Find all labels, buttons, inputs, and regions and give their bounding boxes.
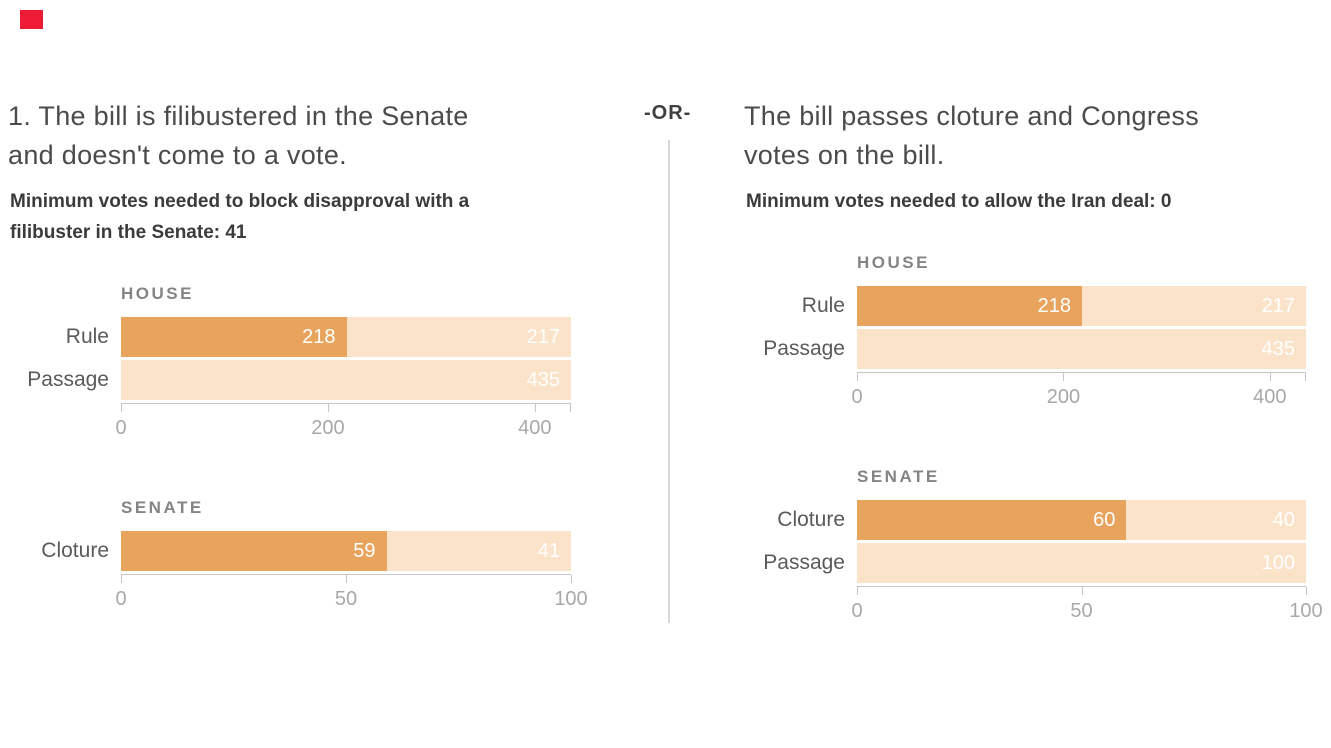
stacked-bar: 218 217 bbox=[857, 286, 1306, 326]
axis-end-tick bbox=[570, 404, 571, 412]
panel-scenario-cloture: The bill passes cloture and Congress vot… bbox=[744, 97, 1323, 629]
axis-tick-label: 400 bbox=[1253, 386, 1287, 408]
bar-row: Rule 218 217 bbox=[8, 317, 571, 357]
x-axis: 0 200 400 bbox=[851, 372, 1306, 415]
axis-tick-label: 200 bbox=[311, 417, 345, 439]
row-label: Rule bbox=[65, 325, 109, 348]
row-label: Passage bbox=[763, 551, 845, 574]
axis-tick bbox=[346, 575, 347, 583]
chart-senate: SENATE Cloture 60 40 Passage 100 0 50 100 bbox=[744, 467, 1323, 629]
row-label: Cloture bbox=[41, 539, 109, 562]
bar-value-label: 217 bbox=[1261, 294, 1295, 317]
bar-segment-light: 100 bbox=[857, 543, 1306, 583]
axis-tick bbox=[327, 404, 329, 412]
bar-value-label: 40 bbox=[1272, 508, 1295, 531]
divider-line bbox=[668, 140, 670, 623]
bar-value-label: 435 bbox=[1261, 337, 1295, 360]
stacked-bar: 100 bbox=[857, 543, 1306, 583]
axis-end-tick bbox=[1305, 373, 1306, 381]
panel-subtitle: Minimum votes needed to block disapprova… bbox=[10, 191, 470, 243]
bar-value-label: 218 bbox=[302, 325, 336, 348]
bar-segment-light: 217 bbox=[1082, 286, 1306, 326]
bar-row: Cloture 59 41 bbox=[8, 531, 571, 571]
axis-tick bbox=[1306, 587, 1307, 595]
stacked-bar: 435 bbox=[857, 329, 1306, 369]
panel-scenario-filibuster: 1. The bill is filibustered in the Senat… bbox=[8, 97, 588, 617]
bar-value-label: 41 bbox=[537, 539, 560, 562]
bar-row: Rule 218 217 bbox=[744, 286, 1306, 326]
bar-segment-dark: 218 bbox=[121, 317, 347, 357]
panel-title: The bill passes cloture and Congress vot… bbox=[744, 101, 1200, 170]
axis-tick bbox=[534, 404, 536, 412]
panel-subtitle: Minimum votes needed to allow the Iran d… bbox=[746, 191, 1172, 212]
axis-tick-label: 0 bbox=[851, 386, 863, 408]
axis-tick-label: 200 bbox=[1046, 386, 1081, 408]
bar-row: Passage 435 bbox=[744, 329, 1306, 369]
bar-segment-light: 40 bbox=[1126, 500, 1306, 540]
axis-tick bbox=[1063, 373, 1065, 381]
axis-tick bbox=[121, 404, 122, 412]
axis-tick bbox=[121, 575, 122, 583]
red-marker bbox=[20, 10, 43, 29]
chamber-label: SENATE bbox=[121, 498, 204, 517]
bar-value-label: 100 bbox=[1261, 551, 1295, 574]
bar-row: Passage 100 bbox=[744, 543, 1306, 583]
stacked-bar: 60 40 bbox=[857, 500, 1306, 540]
axis-tick-label: 50 bbox=[1070, 600, 1093, 622]
bar-segment-light: 217 bbox=[346, 317, 571, 357]
x-axis: 0 200 400 bbox=[115, 403, 571, 446]
or-divider-label: -OR- bbox=[644, 102, 692, 124]
bar-segment-dark: 59 bbox=[121, 531, 387, 571]
axis-tick bbox=[1269, 373, 1271, 381]
row-label: Rule bbox=[801, 294, 845, 317]
axis-tick-label: 0 bbox=[115, 588, 127, 610]
bar-row: Passage 435 bbox=[8, 360, 571, 400]
bar-value-label: 435 bbox=[526, 368, 560, 391]
charts-container: HOUSE Rule 218 217 Passage 435 0 200 400 SENATE Cl… bbox=[8, 284, 588, 617]
bar-segment-light: 435 bbox=[857, 329, 1306, 369]
row-label: Cloture bbox=[777, 508, 845, 531]
chart-senate: SENATE Cloture 59 41 0 50 100 bbox=[8, 498, 588, 617]
bar-segment-dark: 60 bbox=[857, 500, 1127, 540]
chamber-label: SENATE bbox=[857, 467, 940, 486]
axis-tick bbox=[571, 575, 572, 583]
axis-tick-label: 0 bbox=[115, 417, 127, 439]
axis-tick bbox=[857, 587, 858, 595]
charts-container: HOUSE Rule 218 217 Passage 435 0 200 400 SENATE Cl… bbox=[744, 253, 1323, 629]
row-label: Passage bbox=[763, 337, 845, 360]
bar-value-label: 217 bbox=[526, 325, 560, 348]
bar-value-label: 60 bbox=[1093, 508, 1116, 531]
bar-segment-dark: 218 bbox=[857, 286, 1083, 326]
axis-tick-label: 100 bbox=[1289, 600, 1323, 622]
chart-house: HOUSE Rule 218 217 Passage 435 0 200 400 bbox=[744, 253, 1306, 415]
x-axis: 0 50 100 bbox=[115, 574, 588, 617]
stacked-bar: 59 41 bbox=[121, 531, 571, 571]
chart-house: HOUSE Rule 218 217 Passage 435 0 200 400 bbox=[8, 284, 571, 446]
chamber-label: HOUSE bbox=[121, 284, 194, 303]
bar-value-label: 59 bbox=[353, 539, 376, 562]
axis-tick bbox=[1081, 587, 1083, 595]
axis-tick bbox=[857, 373, 858, 381]
bar-segment-light: 41 bbox=[386, 531, 571, 571]
bar-value-label: 218 bbox=[1037, 294, 1072, 317]
x-axis: 0 50 100 bbox=[851, 586, 1323, 629]
axis-tick-label: 0 bbox=[851, 600, 863, 622]
axis-tick-label: 400 bbox=[518, 417, 552, 439]
axis-tick-label: 50 bbox=[334, 588, 358, 610]
bar-segment-light: 435 bbox=[121, 360, 571, 400]
stacked-bar: 218 217 bbox=[121, 317, 571, 357]
panel-title: 1. The bill is filibustered in the Senat… bbox=[8, 101, 469, 170]
axis-tick-label: 100 bbox=[554, 588, 588, 610]
stacked-bar: 435 bbox=[121, 360, 571, 400]
chamber-label: HOUSE bbox=[857, 253, 930, 272]
row-label: Passage bbox=[27, 368, 109, 391]
bar-row: Cloture 60 40 bbox=[744, 500, 1306, 540]
